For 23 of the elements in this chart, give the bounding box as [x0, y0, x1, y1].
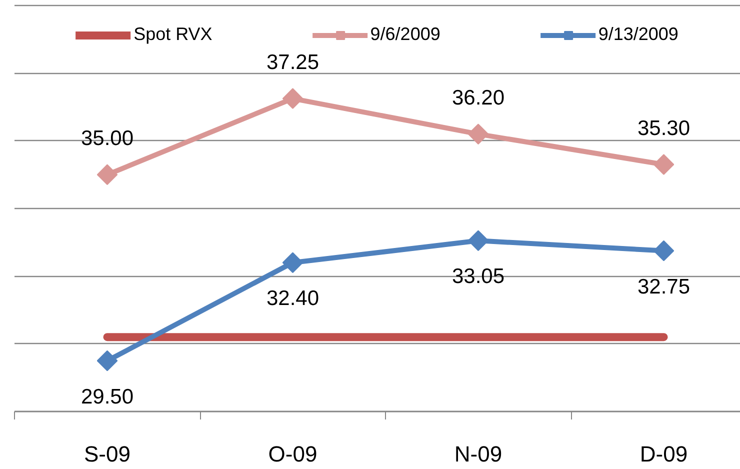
point [96, 350, 118, 372]
data-label: 33.05 [452, 265, 505, 288]
point [653, 240, 674, 262]
point [468, 124, 489, 144]
point [96, 164, 118, 186]
x-tick-label: N-09 [454, 442, 502, 466]
data-label: 29.50 [80, 385, 134, 408]
point [282, 252, 304, 274]
point [282, 88, 304, 109]
point [468, 230, 489, 252]
x-tick-label: O-09 [268, 442, 318, 466]
data-label: 32.40 [266, 287, 320, 310]
legend-label: Spot RVX [134, 24, 212, 45]
data-label: 35.30 [637, 117, 690, 140]
legend-label: 9/13/2009 [598, 24, 678, 45]
x-tick-label: S-09 [84, 442, 130, 466]
x-tick-label: D-09 [640, 442, 688, 466]
point [653, 154, 674, 175]
data-label: 36.20 [452, 86, 505, 110]
data-label: 35.00 [80, 127, 134, 150]
data-label: 37.25 [266, 51, 320, 74]
data-label: 32.75 [637, 275, 690, 298]
legend-label: 9/6/2009 [370, 24, 440, 45]
